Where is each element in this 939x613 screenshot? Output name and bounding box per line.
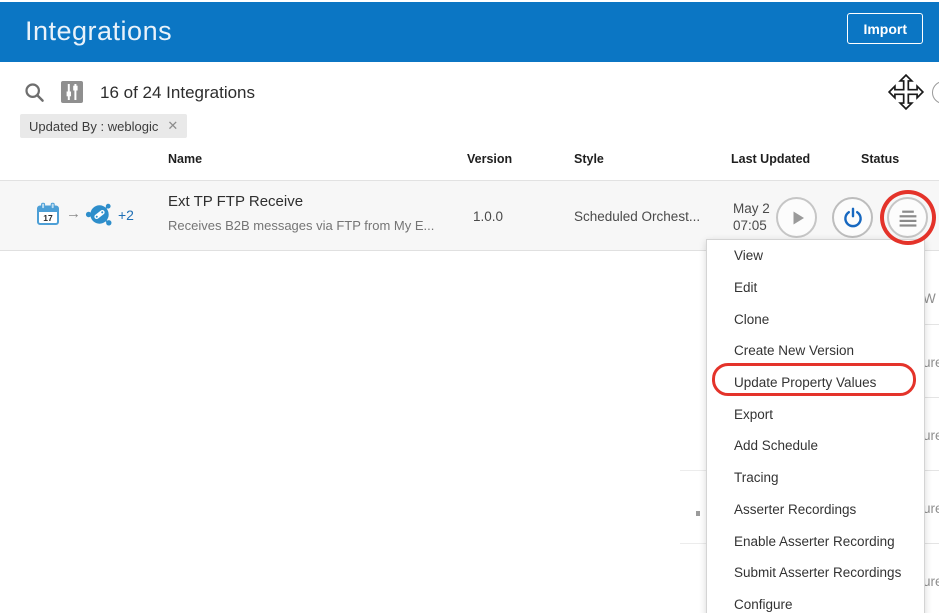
background-row-divider [680, 470, 706, 471]
move-cursor-icon [887, 73, 925, 111]
background-row-divider [680, 543, 706, 544]
run-button[interactable] [776, 197, 817, 238]
column-header-name: Name [168, 152, 203, 166]
version-value: 1.0.0 [473, 209, 504, 224]
menu-item-configure[interactable]: Configure [734, 596, 793, 612]
app-header: Integrations Import [0, 2, 939, 62]
column-header-status: Status [861, 152, 900, 166]
more-connections-badge[interactable]: +2 [118, 207, 134, 223]
background-artifact [696, 511, 700, 516]
filter-icon[interactable] [61, 81, 83, 103]
svg-text:17: 17 [43, 213, 53, 223]
page-title: Integrations [25, 16, 173, 46]
column-header-last-updated: Last Updated [731, 152, 811, 166]
column-header-version: Version [467, 152, 513, 166]
menu-item-enable-asserter-recording[interactable]: Enable Asserter Recording [734, 533, 895, 549]
actions-menu-button[interactable] [887, 197, 928, 238]
activate-button[interactable] [832, 197, 873, 238]
menu-item-add-schedule[interactable]: Add Schedule [734, 438, 819, 454]
play-icon [793, 211, 804, 224]
edge-clipped-button[interactable] [932, 81, 939, 104]
background-row-divider [925, 397, 939, 398]
search-icon[interactable] [24, 82, 45, 103]
last-updated-time: 07:05 [733, 218, 767, 233]
background-row-divider [925, 543, 939, 544]
integration-style-icon [85, 203, 112, 226]
import-button[interactable]: Import [847, 13, 923, 44]
last-updated-date: May 2 [733, 201, 770, 216]
menu-item-edit[interactable]: Edit [734, 280, 758, 296]
menu-item-submit-asserter-recordings[interactable]: Submit Asserter Recordings [734, 565, 902, 581]
background-text-fragment: ure [923, 355, 939, 370]
filter-chip: Updated By : weblogic ✕ [20, 114, 188, 138]
row-actions-context-menu: View Edit Clone Create New Version Updat… [706, 239, 925, 613]
menu-item-create-new-version[interactable]: Create New Version [734, 343, 855, 359]
background-text-fragment: ure [923, 501, 939, 516]
menu-item-update-property-values[interactable]: Update Property Values [734, 375, 877, 391]
remove-filter-icon[interactable]: ✕ [167, 118, 179, 133]
background-text-fragment: ure [923, 428, 939, 443]
filter-chip-label: Updated By : weblogic [29, 118, 159, 134]
table-header-divider [0, 180, 939, 181]
menu-item-export[interactable]: Export [734, 406, 774, 422]
menu-item-tracing[interactable]: Tracing [734, 470, 779, 486]
integration-name: Ext TP FTP Receive [168, 193, 304, 210]
menu-item-asserter-recordings[interactable]: Asserter Recordings [734, 501, 857, 517]
background-text-fragment: W [923, 291, 936, 306]
power-icon [843, 207, 862, 227]
calendar-icon: 17 [37, 202, 59, 225]
column-header-style: Style [574, 152, 604, 166]
menu-item-clone[interactable]: Clone [734, 311, 770, 327]
arrow-right-icon: → [66, 205, 81, 222]
background-row-divider [925, 470, 939, 471]
style-value: Scheduled Orchest... [574, 209, 701, 224]
background-text-fragment: ure [923, 574, 939, 589]
results-count: 16 of 24 Integrations [100, 83, 256, 102]
integration-description: Receives B2B messages via FTP from My E.… [168, 218, 435, 233]
hamburger-menu-icon [899, 210, 916, 227]
background-row-divider [925, 324, 939, 325]
menu-item-view[interactable]: View [734, 248, 764, 264]
last-updated-value: May 2 07:05 [733, 200, 770, 234]
